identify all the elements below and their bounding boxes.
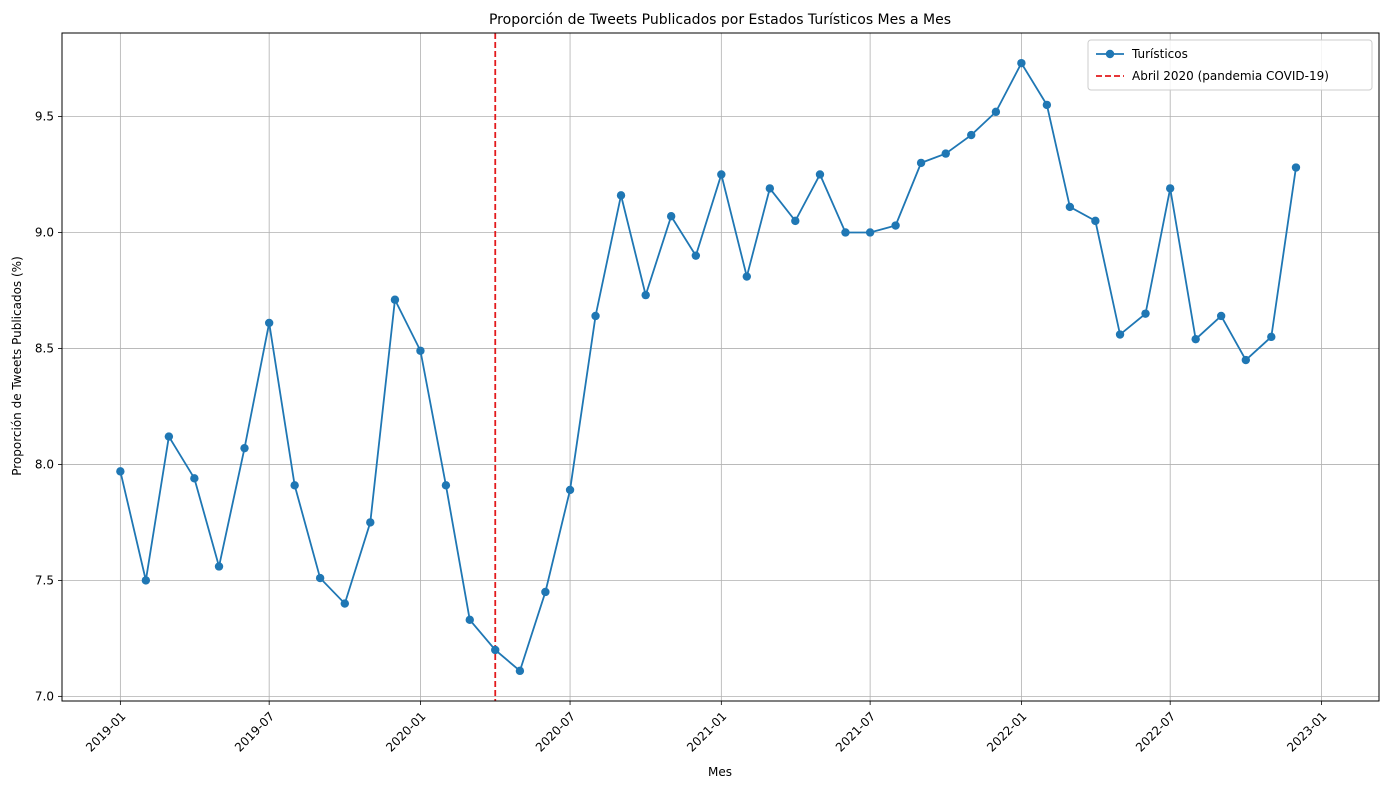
x-tick-label: 2020-07 <box>533 709 578 754</box>
x-tick-label: 2022-01 <box>984 709 1029 754</box>
data-point <box>1042 100 1052 110</box>
y-tick-label: 8.0 <box>35 457 54 471</box>
data-point <box>941 149 950 158</box>
data-point <box>1141 309 1150 318</box>
series-layer <box>116 58 1301 676</box>
data-point <box>164 432 174 441</box>
legend-box <box>1087 39 1373 91</box>
y-tick-label: 7.0 <box>35 689 54 703</box>
data-point <box>1267 332 1276 342</box>
data-point <box>742 272 752 281</box>
data-point <box>691 251 701 260</box>
data-point <box>717 170 726 179</box>
plot-frame <box>61 32 1380 702</box>
data-point <box>116 467 125 476</box>
data-point <box>991 107 1001 117</box>
legend-marker <box>1105 49 1115 59</box>
y-tick-label: 9.0 <box>35 225 54 239</box>
data-point <box>967 130 976 140</box>
data-point <box>815 170 825 179</box>
y-tick-label: 7.5 <box>35 573 54 587</box>
data-point <box>515 666 525 676</box>
data-point <box>214 562 224 571</box>
x-tick-label: 2019-07 <box>232 709 277 754</box>
data-point <box>765 184 775 193</box>
x-tick-label: 2019-01 <box>83 709 128 754</box>
data-point <box>1165 184 1175 193</box>
y-tick-label: 9.5 <box>35 110 54 124</box>
x-axis-label: Mes <box>708 765 732 779</box>
data-point <box>264 318 274 328</box>
data-point <box>865 228 875 237</box>
legend: Turísticos Abril 2020 (pandemia COVID-19) <box>1087 39 1373 91</box>
data-point <box>1065 202 1075 212</box>
data-point <box>641 290 650 300</box>
data-point <box>491 645 500 655</box>
x-tick-label: 2021-01 <box>684 709 729 754</box>
data-point <box>591 311 600 321</box>
data-point <box>1017 58 1026 68</box>
data-point <box>565 485 575 495</box>
y-axis-label: Proporción de Tweets Publicados (%) <box>10 256 24 476</box>
data-point <box>1091 216 1100 226</box>
chart-title: Proporción de Tweets Publicados por Esta… <box>489 12 951 28</box>
data-point <box>290 481 299 490</box>
x-tick-label: 2023-01 <box>1284 709 1329 754</box>
data-point <box>465 615 474 625</box>
data-point <box>1115 330 1125 339</box>
x-tick-label: 2022-07 <box>1133 709 1178 754</box>
data-point <box>1241 355 1251 365</box>
legend-label-covid: Abril 2020 (pandemia COVID-19) <box>1132 69 1329 83</box>
data-point <box>1191 334 1200 344</box>
data-point <box>891 221 900 230</box>
grid-lines <box>62 33 1379 701</box>
x-tick-label: 2020-01 <box>383 709 428 754</box>
data-point <box>1216 311 1226 321</box>
data-point <box>541 587 550 597</box>
data-point <box>340 599 350 608</box>
data-point <box>240 443 249 453</box>
legend-label-series: Turísticos <box>1131 47 1188 61</box>
data-point <box>190 474 199 483</box>
data-point <box>666 212 676 221</box>
data-point <box>616 191 626 200</box>
data-point <box>390 295 400 304</box>
data-point <box>791 216 800 226</box>
series-line <box>119 61 1297 673</box>
data-point <box>416 346 425 355</box>
data-point <box>441 481 451 490</box>
x-tick-label: 2021-07 <box>833 709 878 754</box>
data-point <box>141 576 151 585</box>
data-point <box>1291 163 1301 172</box>
data-point <box>841 228 850 237</box>
data-point <box>916 158 926 168</box>
data-point <box>366 518 375 527</box>
y-tick-label: 8.5 <box>35 341 54 355</box>
data-point <box>315 573 325 583</box>
axis-ticks: 2019-01 2019-07 2020-01 2020-07 2021-01 2021-… <box>35 110 1330 755</box>
